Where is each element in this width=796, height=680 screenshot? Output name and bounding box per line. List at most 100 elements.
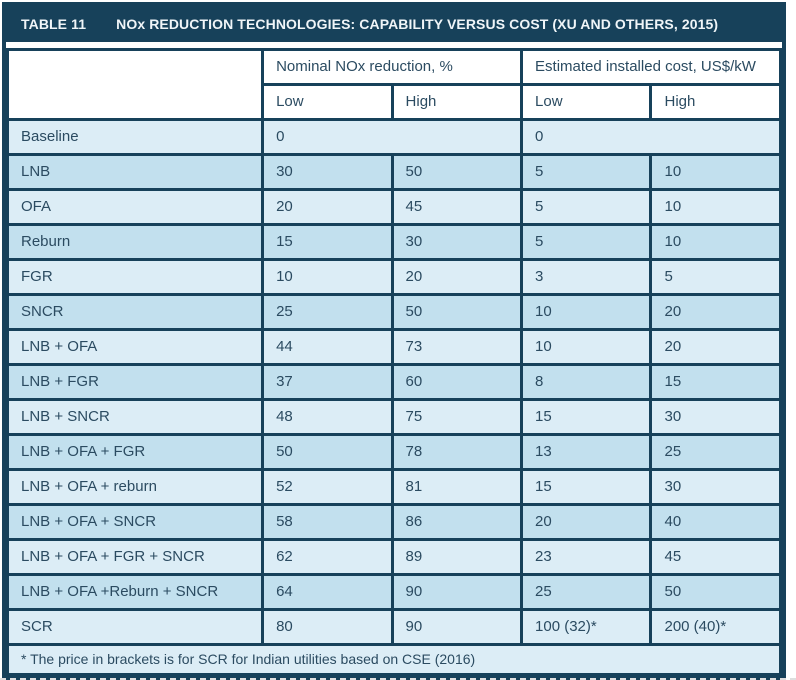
cell-value: 40 [649,503,782,541]
cell-value: 60 [390,363,524,401]
table-row: LNB + OFA 44 73 10 20 [5,328,782,366]
cell-value: 45 [649,538,782,576]
table-number: TABLE 11 [21,16,87,32]
cell-value: 5 [520,188,653,226]
header-group-row: Nominal NOx reduction, % Estimated insta… [5,48,782,121]
table-row: SCR 80 90 100 (32)* 200 (40)* [5,608,782,646]
cell-value: 5 [520,223,653,261]
cell-value: 10 [649,223,782,261]
cell-value: 75 [390,398,524,436]
cell-value: 90 [390,573,524,611]
row-label: LNB + OFA +Reburn + SNCR [5,573,265,611]
row-label: Reburn [5,223,265,261]
cell-value: 30 [261,153,394,191]
cell-value: 0 [261,118,524,156]
subheader-reduction-high: High [390,83,524,121]
row-label: LNB + OFA + SNCR [5,503,265,541]
table-row: OFA 20 45 5 10 [5,188,782,226]
column-group-nox-reduction: Nominal NOx reduction, % [261,48,524,86]
cell-value: 78 [390,433,524,471]
title-grid-gap [6,42,782,48]
cell-value: 50 [390,293,524,331]
cell-value: 15 [261,223,394,261]
cell-value: 100 (32)* [520,608,653,646]
cell-value: 13 [520,433,653,471]
cell-value: 25 [649,433,782,471]
cell-value: 5 [520,153,653,191]
table-header: Nominal NOx reduction, % Estimated insta… [5,48,782,121]
cell-value: 15 [520,398,653,436]
subheader-cost-low: Low [520,83,653,121]
cell-value: 52 [261,468,394,506]
table-body: Baseline 0 0 LNB 30 50 5 10 OFA 20 45 5 10 Reburn 15 30… [5,118,782,676]
cell-value: 10 [649,153,782,191]
row-label: Baseline [5,118,265,156]
table-row: LNB + OFA + reburn 52 81 15 30 [5,468,782,506]
table-row: SNCR 25 50 10 20 [5,293,782,331]
cell-value: 80 [261,608,394,646]
cell-value: 3 [520,258,653,296]
cell-value: 50 [649,573,782,611]
cell-value: 20 [649,293,782,331]
cell-value: 200 (40)* [649,608,782,646]
table-title-bar: TABLE 11 NOx REDUCTION TECHNOLOGIES: CAP… [6,6,782,42]
row-label: LNB + SNCR [5,398,265,436]
table-row: LNB + OFA + FGR + SNCR 62 89 23 45 [5,538,782,576]
cell-value: 30 [649,468,782,506]
cell-value: 10 [649,188,782,226]
cell-value: 5 [649,258,782,296]
cell-value: 20 [649,328,782,366]
row-label: LNB + OFA + FGR + SNCR [5,538,265,576]
row-label: LNB + OFA + FGR [5,433,265,471]
cell-value: 30 [649,398,782,436]
cell-value: 37 [261,363,394,401]
cell-value: 20 [390,258,524,296]
table-row: LNB + SNCR 48 75 15 30 [5,398,782,436]
cell-value: 23 [520,538,653,576]
cell-value: 44 [261,328,394,366]
cell-value: 30 [390,223,524,261]
table-row: LNB + OFA + SNCR 58 86 20 40 [5,503,782,541]
table-row: LNB 30 50 5 10 [5,153,782,191]
row-label: LNB + FGR [5,363,265,401]
cell-value: 25 [520,573,653,611]
cell-value: 50 [261,433,394,471]
row-label: OFA [5,188,265,226]
table-row: LNB + OFA + FGR 50 78 13 25 [5,433,782,471]
cell-value: 15 [649,363,782,401]
cell-value: 64 [261,573,394,611]
cell-value: 58 [261,503,394,541]
subheader-cost-high: High [649,83,782,121]
cell-value: 25 [261,293,394,331]
cell-value: 90 [390,608,524,646]
cell-value: 73 [390,328,524,366]
cell-value: 86 [390,503,524,541]
header-sub-row: Low High Low High [8,83,782,121]
row-label: SNCR [5,293,265,331]
cell-value: 81 [390,468,524,506]
table-title: NOx REDUCTION TECHNOLOGIES: CAPABILITY V… [116,16,719,32]
cell-value: 15 [520,468,653,506]
row-label: LNB + OFA [5,328,265,366]
table-row: LNB + FGR 37 60 8 15 [5,363,782,401]
column-group-installed-cost: Estimated installed cost, US$/kW [520,48,782,86]
table-row: Reburn 15 30 5 10 [5,223,782,261]
footnote-text: * The price in brackets is for SCR for I… [6,643,782,676]
cell-value: 50 [390,153,524,191]
row-label: LNB [5,153,265,191]
cell-value: 45 [390,188,524,226]
cell-value: 0 [520,118,782,156]
corner-cell [5,48,265,121]
row-label: LNB + OFA + reburn [5,468,265,506]
cell-value: 10 [520,328,653,366]
cell-value: 10 [520,293,653,331]
row-label: FGR [5,258,265,296]
cell-value: 20 [261,188,394,226]
cell-value: 62 [261,538,394,576]
cell-value: 48 [261,398,394,436]
cell-value: 8 [520,363,653,401]
data-table: Nominal NOx reduction, % Estimated insta… [5,48,782,676]
page-edge-line [0,678,796,680]
footnote-row: * The price in brackets is for SCR for I… [6,643,782,676]
